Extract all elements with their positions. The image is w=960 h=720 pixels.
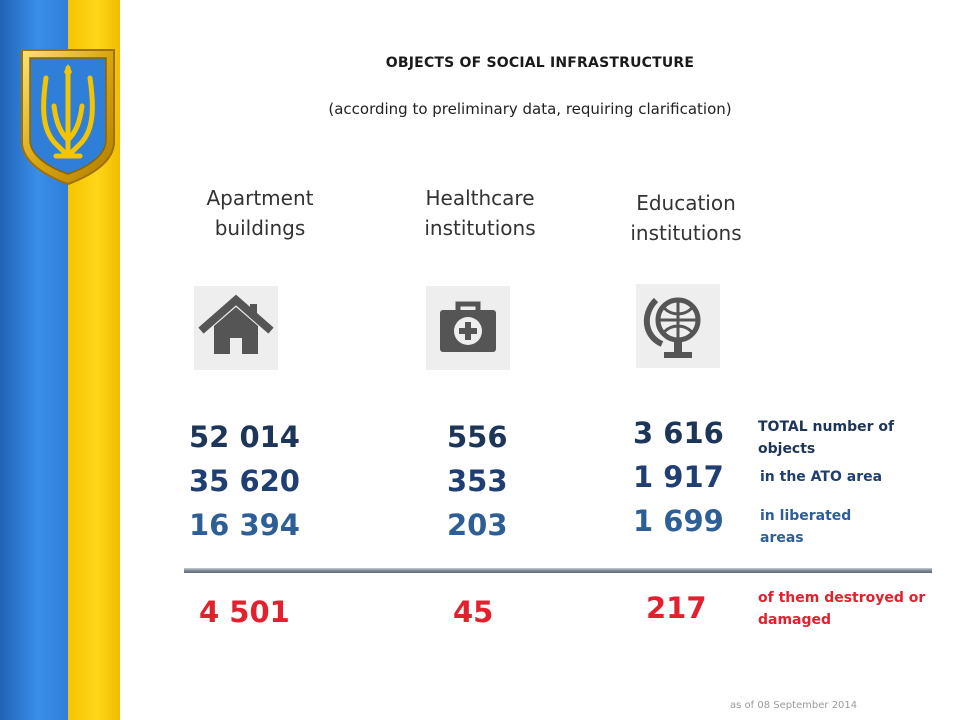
first-aid-kit-icon (426, 286, 510, 370)
apartment-destroyed-value: 4 501 (199, 595, 290, 629)
category-education-label: Education institutions (630, 191, 742, 245)
coat-of-arms-icon (21, 49, 115, 186)
healthcare-ato-value: 353 (447, 464, 508, 498)
apartment-total-value: 52 014 (189, 420, 300, 454)
divider-line (184, 568, 932, 573)
apartment-liberated-value: 16 394 (189, 508, 300, 542)
education-ato-value: 1 917 (633, 460, 724, 494)
house-icon (194, 286, 278, 370)
globe-icon (636, 284, 720, 368)
date-note: as of 08 September 2014 (730, 700, 858, 711)
category-apartment-label: Apartment buildings (206, 186, 314, 240)
legend-destroyed-label: of them destroyed or damaged (758, 590, 926, 629)
legend-total-label: TOTAL number of objects (758, 419, 895, 458)
page-title: OBJECTS OF SOCIAL INFRASTRUCTURE (385, 55, 695, 71)
category-healthcare-label: Healthcare institutions (424, 186, 536, 240)
education-destroyed-value: 217 (646, 591, 707, 625)
apartment-ato-value: 35 620 (189, 464, 300, 498)
page-subtitle: (according to preliminary data, requirin… (328, 100, 732, 118)
legend-ato-label: in the ATO area (760, 469, 883, 485)
legend-liberated-label: in liberated areas (760, 508, 852, 547)
healthcare-destroyed-value: 45 (453, 595, 494, 629)
healthcare-liberated-value: 203 (447, 508, 508, 542)
education-total-value: 3 616 (633, 416, 724, 450)
healthcare-total-value: 556 (447, 420, 508, 454)
education-liberated-value: 1 699 (633, 504, 724, 538)
